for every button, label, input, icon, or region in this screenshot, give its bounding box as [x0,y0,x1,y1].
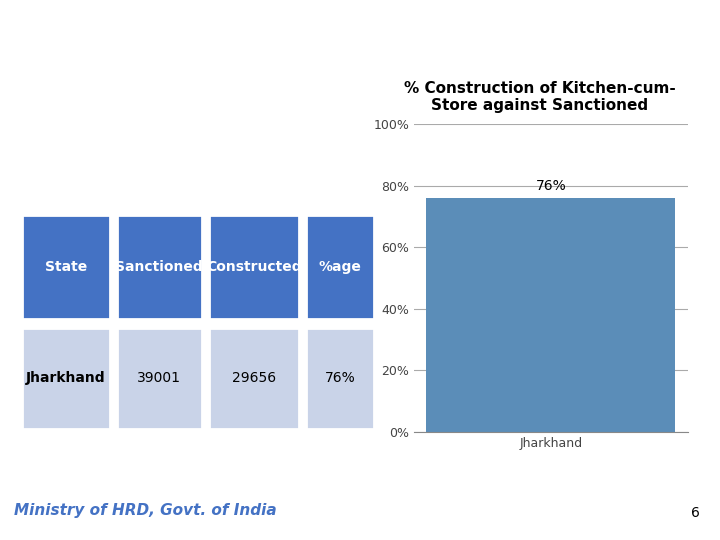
Text: 6: 6 [691,506,700,520]
Text: Construction of Kitchen-cum-Stores (Primary & U. Primary): Construction of Kitchen-cum-Stores (Prim… [9,22,660,40]
FancyBboxPatch shape [306,328,374,429]
Text: 29656: 29656 [232,372,276,386]
Text: Sanctioned: Sanctioned [115,260,203,274]
Text: 76%: 76% [325,372,356,386]
Text: State: State [45,260,87,274]
Text: 39001: 39001 [138,372,181,386]
FancyBboxPatch shape [209,328,299,429]
FancyBboxPatch shape [22,328,110,429]
Text: 76%: 76% [536,179,566,193]
Text: % Construction of Kitchen-cum-
Store against Sanctioned: % Construction of Kitchen-cum- Store aga… [404,81,676,113]
Text: Constructed: Constructed [206,260,302,274]
Bar [426,198,675,432]
FancyBboxPatch shape [22,215,110,320]
Text: Ministry of HRD, Govt. of India: Ministry of HRD, Govt. of India [14,503,277,518]
FancyBboxPatch shape [117,328,202,429]
FancyBboxPatch shape [117,215,202,320]
Text: %age: %age [319,260,361,274]
FancyBboxPatch shape [209,215,299,320]
FancyBboxPatch shape [306,215,374,320]
Text: Jharkhand: Jharkhand [26,372,106,386]
